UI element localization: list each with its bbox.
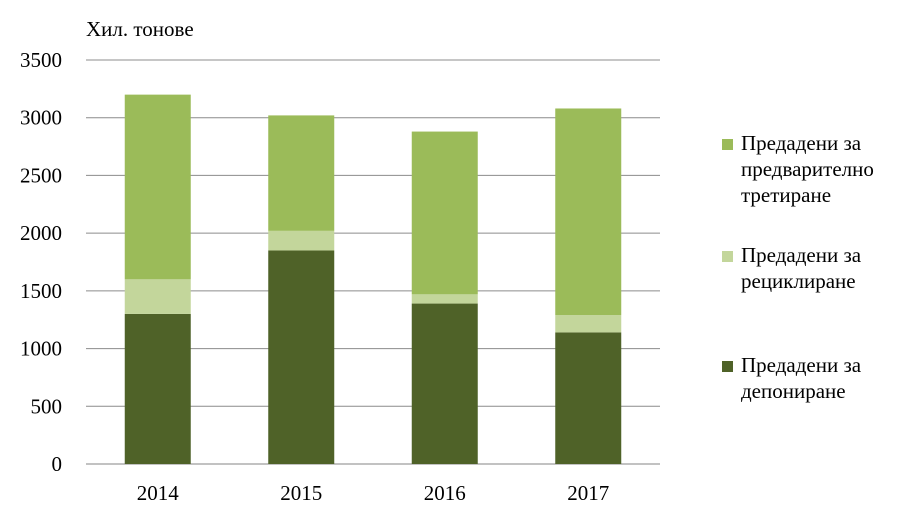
bar-segment (555, 332, 622, 464)
legend-label-recycling: Предадени за рециклиране (741, 242, 909, 294)
y-axis-unit-label: Хил. тонове (86, 17, 194, 41)
legend-label-line: депониране (741, 379, 846, 403)
y-tick-label: 1000 (20, 337, 62, 361)
legend-label-line: третиране (741, 183, 832, 207)
legend-label-line: рециклиране (741, 269, 856, 293)
y-axis-tick-labels: 0 500 1000 1500 2000 2500 3000 3500 (20, 48, 62, 476)
legend-label-pretreatment: Предадени за предварително третиране (741, 130, 909, 208)
x-tick-label: 2016 (424, 481, 466, 505)
y-tick-label: 0 (52, 452, 63, 476)
legend-label-line: Предадени за (741, 353, 862, 377)
x-tick-label: 2015 (280, 481, 322, 505)
y-tick-label: 3500 (20, 48, 62, 72)
bar-segment (555, 108, 622, 316)
y-tick-label: 2500 (20, 163, 62, 187)
y-tick-label: 1500 (20, 279, 62, 303)
legend-swatch-pretreatment (722, 139, 733, 150)
legend-label-line: Предадени за (741, 243, 862, 267)
x-tick-label: 2017 (567, 481, 609, 505)
bar-segment (411, 294, 478, 304)
y-tick-label: 3000 (20, 106, 62, 130)
bar-segment (124, 94, 191, 280)
bar-segment (555, 315, 622, 333)
legend-label-landfill: Предадени за депониране (741, 352, 909, 404)
legend-label-line: Предадени за (741, 131, 862, 155)
x-axis-tick-labels: 2014 2015 2016 2017 (137, 481, 610, 505)
bar-segment (268, 115, 335, 231)
bar-segment (124, 279, 191, 314)
bar-segment (124, 313, 191, 464)
bars (124, 94, 622, 464)
x-tick-label: 2014 (137, 481, 180, 505)
bar-segment (268, 250, 335, 464)
legend-swatch-recycling (722, 251, 733, 262)
bar-segment (411, 131, 478, 295)
legend-label-line: предварително (741, 157, 874, 181)
y-tick-label: 500 (31, 394, 63, 418)
bar-segment (411, 303, 478, 464)
bar-segment (268, 230, 335, 251)
y-tick-label: 2000 (20, 221, 62, 245)
legend-swatch-landfill (722, 361, 733, 372)
